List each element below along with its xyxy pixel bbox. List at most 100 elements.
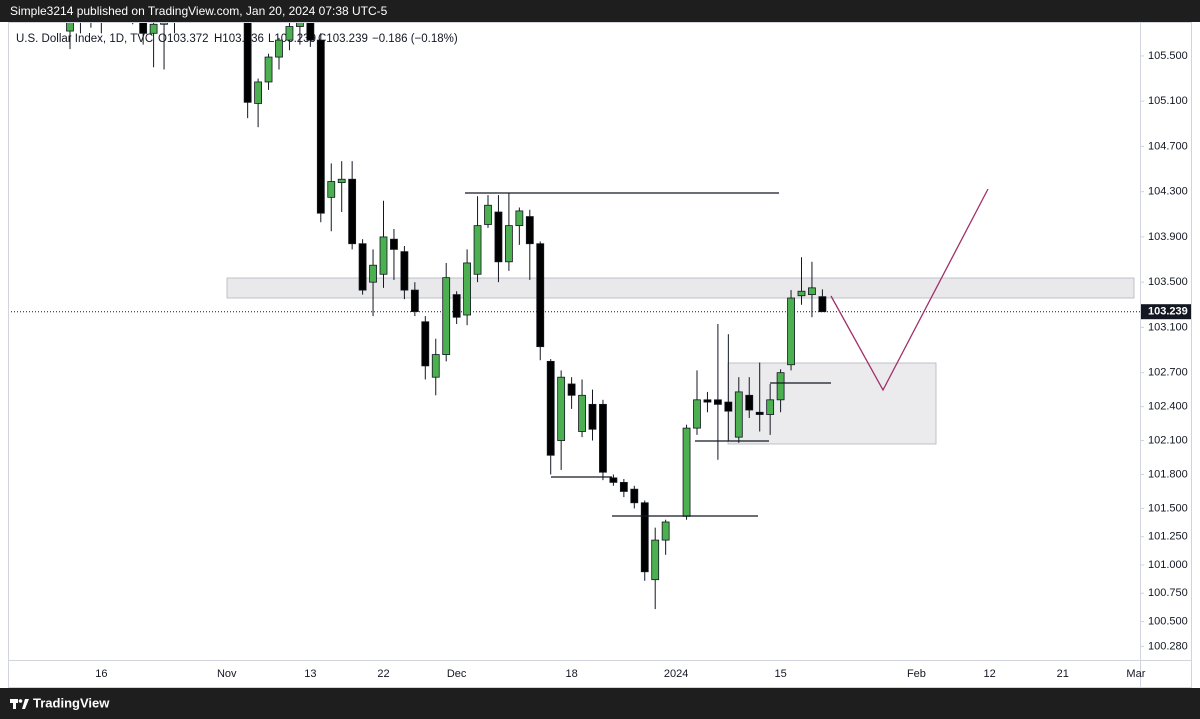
candle-body [640, 502, 649, 573]
x-tick-label: 18 [565, 668, 577, 680]
candle-body [66, 23, 74, 32]
candle-body [243, 23, 252, 103]
legend-open: O103.372 [158, 33, 209, 45]
candle-body [348, 178, 357, 245]
candle-body [316, 39, 325, 214]
candle-body [139, 23, 148, 34]
candle-body [379, 236, 388, 275]
candle-body [463, 262, 472, 316]
candle-body [431, 354, 440, 378]
candle-body [693, 399, 701, 429]
last-price-box [1141, 304, 1191, 320]
candle-body [745, 394, 754, 411]
y-tick-label: 104.700 [1148, 140, 1188, 152]
publisher: Simple3214 published on TradingView.com,… [10, 4, 388, 18]
candle-body [557, 376, 566, 441]
last-price-label: 103.239 [1148, 306, 1188, 318]
x-tick-label: Nov [217, 668, 237, 680]
candle-body [630, 488, 639, 504]
candle-body [295, 23, 304, 27]
candle-body [452, 294, 461, 318]
candle-body [494, 211, 503, 263]
demand-zone [727, 362, 937, 445]
brand: TradingView [33, 695, 110, 710]
y-tick-label: 101.000 [1148, 559, 1188, 571]
legend-close: C103.239 [318, 33, 368, 45]
candle-body [275, 39, 283, 58]
y-tick-label: 101.800 [1148, 468, 1188, 480]
candle-body [536, 243, 545, 348]
candle-body [578, 394, 586, 432]
x-tick-label: Dec [447, 668, 467, 680]
legend: U.S. Dollar Index, 1D, TVC O103.372 H103… [16, 33, 458, 45]
candle-body [661, 521, 670, 541]
legend-symbol: U.S. Dollar Index, 1D, TVC [16, 33, 153, 45]
supply-zone [226, 277, 1135, 299]
candle-body [567, 383, 576, 396]
footer-bar [0, 688, 1200, 719]
candle-body [327, 181, 336, 198]
candle-body [818, 296, 827, 313]
candle-body [599, 403, 607, 473]
x-tick-label: 12 [983, 668, 995, 680]
y-tick-label: 100.500 [1148, 615, 1188, 627]
y-tick-label: 104.300 [1148, 186, 1188, 198]
candle-body [484, 204, 492, 225]
x-tick-label: 16 [95, 668, 107, 680]
legend-change: −0.186 (−0.18%) [372, 33, 458, 45]
candles [66, 23, 827, 610]
candle-body [515, 210, 524, 227]
chart-frame [8, 22, 1192, 688]
candle-body [358, 243, 367, 291]
y-tick-label: 105.500 [1148, 50, 1188, 62]
drawings [465, 188, 989, 517]
y-tick-label: 102.100 [1148, 434, 1188, 446]
candle-body [473, 225, 482, 275]
y-tick-label: 103.900 [1148, 231, 1188, 243]
candle-body [755, 411, 764, 415]
y-tick-label: 102.700 [1148, 367, 1188, 379]
candle-body [285, 26, 294, 41]
candle-body [682, 427, 691, 517]
y-tick-label: 101.500 [1148, 502, 1188, 514]
y-tick-label: 101.250 [1148, 531, 1188, 543]
x-tick-label: 15 [774, 668, 786, 680]
candle-body [776, 372, 785, 401]
candle-body [797, 290, 806, 297]
candle-body [504, 225, 513, 263]
candle-body [149, 23, 158, 34]
candle-body [264, 56, 273, 83]
legend-high: H103.436 [214, 33, 264, 45]
y-tick-label: 103.100 [1148, 321, 1188, 333]
candle-body [160, 23, 168, 25]
candle-body [734, 391, 743, 438]
header-bar [0, 0, 1200, 22]
time-axis: 16 Nov 13 22 Dec 18 2024 15 Feb 12 21 Mar [95, 668, 1145, 680]
y-tick-label: 102.400 [1148, 401, 1188, 413]
candle-body [703, 399, 712, 403]
candle-body [714, 399, 722, 405]
x-tick-label: 13 [304, 668, 316, 680]
candle-body [525, 216, 534, 245]
brand-logo [10, 699, 29, 709]
candle-body [410, 289, 419, 312]
candle-body [390, 238, 398, 250]
candle-body [442, 277, 451, 355]
candle-body [808, 287, 816, 296]
candle-body [546, 360, 555, 456]
candle-body [337, 178, 346, 184]
candle-body [651, 539, 660, 581]
candle-body [609, 477, 618, 483]
x-tick-label: 21 [1057, 668, 1069, 680]
plot: U.S. Dollar Index, 1D, TVC O103.372 H103… [9, 23, 1140, 610]
candle-body [306, 23, 315, 41]
candle-body [588, 403, 597, 430]
candle-body [421, 321, 430, 367]
candle-body [724, 401, 733, 412]
price-axis: 105.500 105.100 104.700 104.300 103.900 103.5… [1140, 50, 1188, 652]
x-tick-label: Feb [907, 668, 926, 680]
y-tick-label: 103.500 [1148, 276, 1188, 288]
x-tick-label: Mar [1126, 668, 1145, 680]
